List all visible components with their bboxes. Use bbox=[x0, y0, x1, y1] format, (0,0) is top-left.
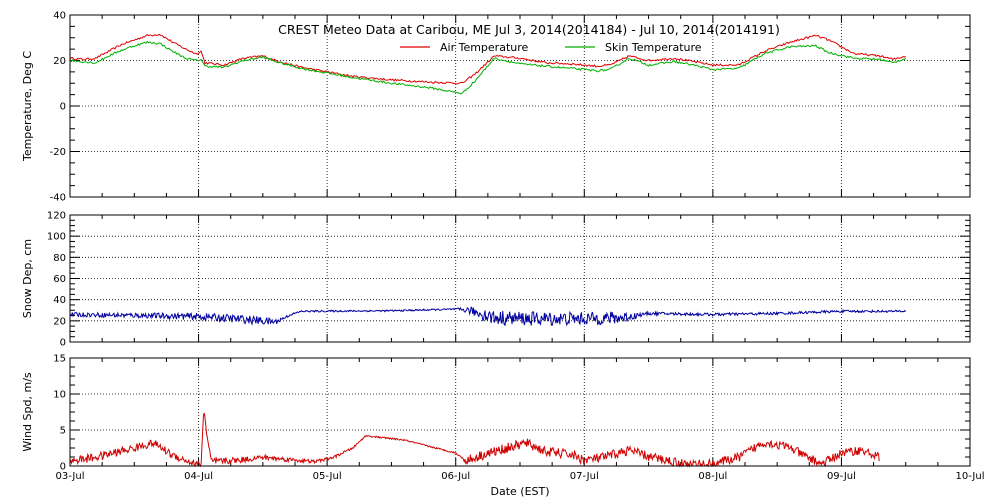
y-tick-label: -40 bbox=[50, 193, 66, 204]
plot-frame bbox=[69, 14, 971, 198]
x-tick-label: 04-Jul bbox=[184, 471, 213, 482]
y-tick-label: 60 bbox=[53, 274, 66, 285]
y-tick-label: 15 bbox=[53, 354, 66, 365]
legend-label: Air Temperature bbox=[440, 41, 529, 54]
y-tick-label: 0 bbox=[60, 102, 66, 113]
y-tick-label: 10 bbox=[53, 390, 66, 401]
y-tick-label: 0 bbox=[60, 462, 66, 473]
x-tick-label: 05-Jul bbox=[313, 471, 342, 482]
series-wind-0 bbox=[69, 412, 880, 468]
y-tick-label: 20 bbox=[53, 316, 66, 327]
y-axis-label: Temperature, Deg C bbox=[21, 51, 34, 162]
series-snow-0 bbox=[69, 306, 906, 327]
x-tick-label: 10-Jul bbox=[956, 471, 985, 482]
plot-frame bbox=[69, 214, 971, 343]
x-tick-label: 09-Jul bbox=[827, 471, 856, 482]
legend: Air Temperature Skin Temperature bbox=[400, 41, 702, 54]
y-tick-label: 80 bbox=[53, 253, 66, 264]
legend-label: Skin Temperature bbox=[605, 41, 702, 54]
y-tick-label: 40 bbox=[53, 295, 66, 306]
y-tick-label: 40 bbox=[53, 11, 66, 22]
y-tick-label: 5 bbox=[60, 426, 66, 437]
y-tick-label: 20 bbox=[53, 56, 66, 67]
x-tick-label: 07-Jul bbox=[570, 471, 599, 482]
series-temperature-1 bbox=[69, 40, 907, 95]
x-axis-label: Date (EST) bbox=[490, 485, 549, 498]
y-tick-label: 120 bbox=[47, 211, 66, 222]
plot-frame bbox=[69, 357, 971, 467]
y-tick-label: 0 bbox=[60, 338, 66, 349]
y-tick-label: -20 bbox=[50, 147, 66, 158]
x-tick-label: 08-Jul bbox=[698, 471, 727, 482]
panel-snow: 0 20 40 60 80 100 120 Snow Dep, cm bbox=[21, 211, 971, 349]
series-temperature-0 bbox=[69, 33, 906, 85]
y-axis-label: Snow Dep, cm bbox=[21, 239, 34, 318]
chart-title: CREST Meteo Data at Caribou, ME Jul 3, 2… bbox=[278, 22, 780, 37]
x-axis-ticks: 03-Jul 04-Jul 05-Jul 06-Jul 07-Jul 08-Jul 09-J… bbox=[56, 471, 985, 482]
chart-panels: -40 -20 0 20 40 Temperature, Deg C Air Tempera… bbox=[21, 11, 971, 473]
y-tick-label: 100 bbox=[47, 232, 66, 243]
panel-temperature: -40 -20 0 20 40 Temperature, Deg C Air Tempera… bbox=[21, 11, 971, 204]
x-tick-label: 06-Jul bbox=[441, 471, 470, 482]
x-tick-label: 03-Jul bbox=[56, 471, 85, 482]
panel-wind: 0 5 10 15 Wind Spd, m/s bbox=[21, 354, 971, 473]
y-axis-label: Wind Spd, m/s bbox=[21, 372, 34, 452]
